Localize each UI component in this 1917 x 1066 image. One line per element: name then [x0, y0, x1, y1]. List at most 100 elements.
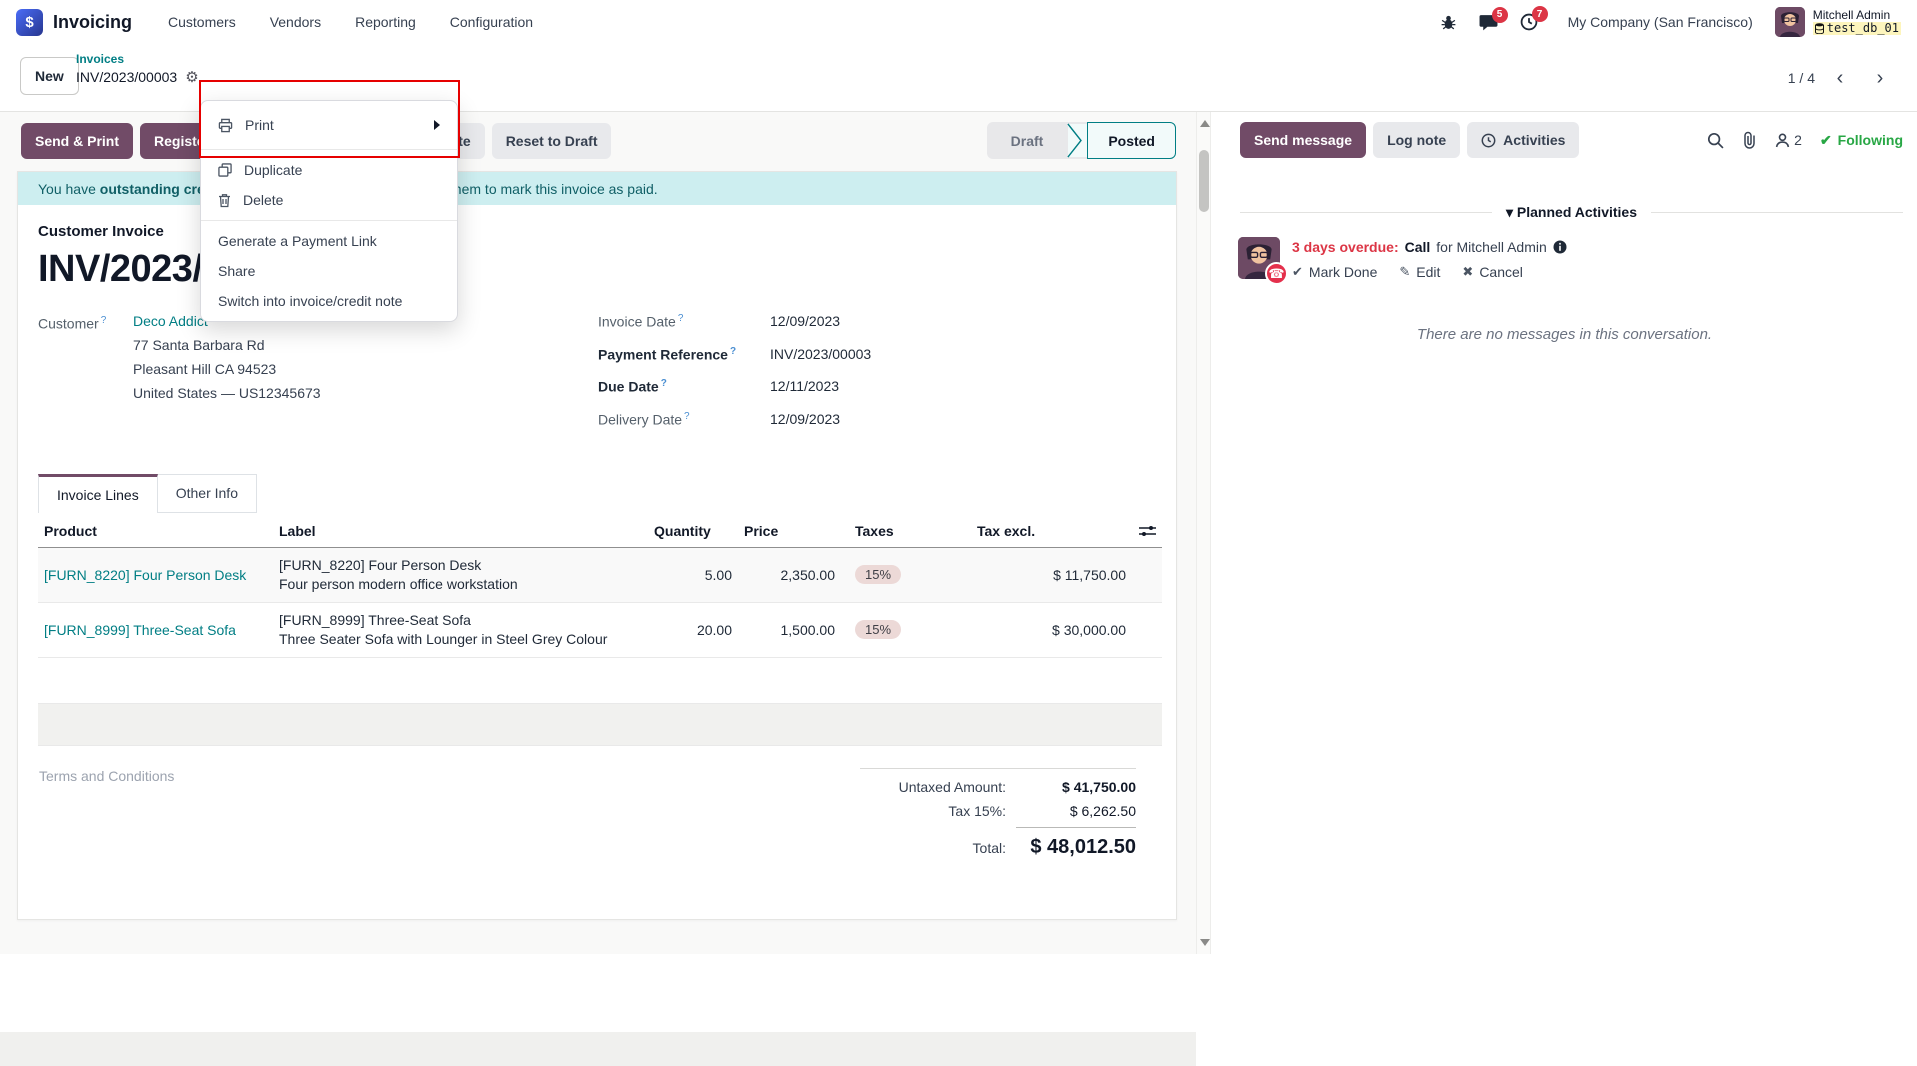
line-quantity[interactable]: 20.00	[648, 602, 738, 658]
menu-item-print[interactable]: Print	[201, 106, 457, 144]
status-posted[interactable]: Posted	[1087, 122, 1176, 159]
column-label[interactable]: Label	[273, 514, 648, 548]
product-link[interactable]: [FURN_8220] Four Person Desk	[44, 566, 247, 583]
untaxed-amount-label: Untaxed Amount:	[898, 778, 1006, 795]
line-price[interactable]: 1,500.00	[738, 602, 841, 658]
pager-next-button[interactable]: ›	[1865, 62, 1895, 94]
followers-person-icon	[1775, 132, 1790, 147]
invoice-line-row[interactable]: [FURN_8999] Three-Seat Sofa [FURN_8999] …	[38, 602, 1162, 658]
mark-done-button[interactable]: ✔ Mark Done	[1292, 264, 1378, 280]
address-line-2: Pleasant Hill CA 94523	[133, 361, 277, 377]
clock-icon	[1481, 133, 1496, 147]
send-message-button[interactable]: Send message	[1240, 122, 1367, 158]
notebook-tabs: Invoice Lines Other Info	[38, 473, 1156, 513]
due-date-value[interactable]: 12/11/2023	[770, 378, 840, 395]
customer-link[interactable]: Deco Addict	[133, 313, 208, 329]
activity-avatar: ☎	[1238, 237, 1288, 285]
activity-assignee: for Mitchell Admin	[1436, 239, 1547, 255]
new-button[interactable]: New	[20, 57, 79, 95]
invoice-sheet: You have outstanding credits for this cu…	[17, 171, 1177, 920]
column-taxes[interactable]: Taxes	[841, 514, 971, 548]
status-draft[interactable]: Draft	[986, 122, 1066, 159]
empty-conversation-message: There are no messages in this conversati…	[1416, 326, 1713, 343]
tab-other-info[interactable]: Other Info	[157, 473, 257, 513]
tab-invoice-lines[interactable]: Invoice Lines	[38, 473, 158, 513]
menu-item-delete[interactable]: Delete	[201, 185, 457, 215]
breadcrumb-invoices-link[interactable]: Invoices	[76, 52, 125, 66]
planned-activities-toggle[interactable]: ▾ Planned Activities	[1506, 204, 1637, 220]
log-note-button[interactable]: Log note	[1373, 122, 1461, 158]
menu-customers[interactable]: Customers	[168, 14, 236, 30]
activities-clock-icon[interactable]: 7	[1520, 6, 1548, 31]
send-print-button[interactable]: Send & Print	[21, 122, 134, 159]
app-title[interactable]: Invoicing	[53, 11, 133, 32]
tax-badge[interactable]: 15%	[855, 620, 902, 640]
customer-address: 77 Santa Barbara Rd Pleasant Hill CA 945…	[133, 333, 321, 405]
column-product[interactable]: Product	[38, 514, 273, 548]
cancel-x-icon: ✖	[1462, 264, 1474, 279]
messages-icon[interactable]: 5	[1479, 6, 1508, 31]
menu-vendors[interactable]: Vendors	[269, 14, 322, 30]
scroll-down-arrow[interactable]	[1200, 939, 1210, 946]
invoice-date-row: Invoice Date? 12/09/2023	[598, 313, 1078, 330]
invoice-date-value[interactable]: 12/09/2023	[770, 313, 841, 329]
scrollbar-thumb[interactable]	[1199, 150, 1209, 212]
top-navbar: $ Invoicing Customers Vendors Reporting …	[0, 0, 1917, 44]
delivery-date-label: Delivery Date?	[598, 410, 690, 428]
following-button[interactable]: ✔ Following	[1819, 131, 1903, 149]
user-name: Mitchell Admin	[1812, 8, 1891, 22]
search-icon[interactable]	[1707, 132, 1724, 149]
menu-reporting[interactable]: Reporting	[355, 14, 416, 30]
menu-separator	[201, 220, 457, 221]
tax-badge[interactable]: 15%	[855, 565, 902, 585]
followers-button[interactable]: 2	[1775, 132, 1802, 148]
messages-badge: 5	[1491, 6, 1508, 23]
delivery-date-value[interactable]: 12/09/2023	[770, 410, 841, 427]
menu-item-duplicate[interactable]: Duplicate	[201, 155, 457, 185]
menu-item-share[interactable]: Share	[218, 263, 256, 279]
payment-reference-row: Payment Reference? INV/2023/00003	[598, 346, 1078, 363]
phone-icon: ☎	[1268, 265, 1285, 281]
menu-configuration[interactable]: Configuration	[449, 14, 534, 30]
customer-label-wrap: Customer?	[38, 313, 133, 444]
line-subtotal: $ 11,750.00	[971, 547, 1132, 603]
invoice-line-row[interactable]: [FURN_8220] Four Person Desk [FURN_8220]…	[38, 547, 1162, 603]
help-icon: ?	[684, 410, 690, 422]
product-link[interactable]: [FURN_8999] Three-Seat Sofa	[44, 621, 236, 638]
company-switcher[interactable]: My Company (San Francisco)	[1567, 14, 1753, 30]
edit-activity-button[interactable]: ✎ Edit	[1399, 264, 1441, 280]
info-icon[interactable]	[1553, 240, 1567, 254]
menu-item-generate-payment-link[interactable]: Generate a Payment Link	[218, 233, 377, 249]
activities-button[interactable]: Activities	[1467, 122, 1580, 158]
delivery-date-row: Delivery Date? 12/09/2023	[598, 411, 1078, 428]
cancel-activity-button[interactable]: ✖ Cancel	[1462, 264, 1523, 280]
address-line-1: 77 Santa Barbara Rd	[133, 337, 265, 353]
attachment-paperclip-icon[interactable]	[1742, 131, 1757, 149]
line-price[interactable]: 2,350.00	[738, 547, 841, 603]
column-price[interactable]: Price	[738, 514, 841, 548]
menu-item-switch-invoice-credit-note[interactable]: Switch into invoice/credit note	[218, 293, 403, 309]
line-quantity[interactable]: 5.00	[648, 547, 738, 603]
pager-previous-button[interactable]: ‹	[1825, 62, 1855, 94]
invoice-date-label: Invoice Date?	[598, 313, 684, 330]
column-quantity[interactable]: Quantity	[648, 514, 738, 548]
document-type-label: Customer Invoice	[38, 223, 164, 240]
invoicing-app-icon[interactable]: $	[16, 8, 43, 36]
dollar-glyph: $	[25, 13, 34, 31]
reset-to-draft-button[interactable]: Reset to Draft	[491, 122, 612, 159]
vertical-scrollbar[interactable]	[1196, 112, 1211, 954]
user-menu[interactable]: Mitchell Admin test_db_01	[1774, 7, 1901, 37]
outstanding-credits-banner: You have outstanding credits for this cu…	[18, 172, 1176, 205]
database-icon	[1814, 23, 1824, 34]
column-tax-excl[interactable]: Tax excl.	[971, 514, 1132, 548]
optional-columns-icon[interactable]	[1139, 524, 1156, 538]
activity-actions: ✔ Mark Done ✎ Edit ✖ Cancel	[1292, 264, 1567, 280]
terms-and-conditions-field[interactable]: Terms and Conditions	[39, 767, 175, 784]
scroll-up-arrow[interactable]	[1200, 120, 1210, 127]
header-buttons-row: Send & Print Register Payment Preview Cr…	[21, 122, 1176, 159]
call-activity-badge: ☎	[1265, 262, 1288, 285]
debug-bug-icon[interactable]	[1440, 14, 1457, 31]
user-meta: Mitchell Admin test_db_01	[1812, 8, 1901, 35]
gear-icon[interactable]: ⚙	[185, 68, 199, 86]
payment-reference-value[interactable]: INV/2023/00003	[770, 345, 872, 362]
